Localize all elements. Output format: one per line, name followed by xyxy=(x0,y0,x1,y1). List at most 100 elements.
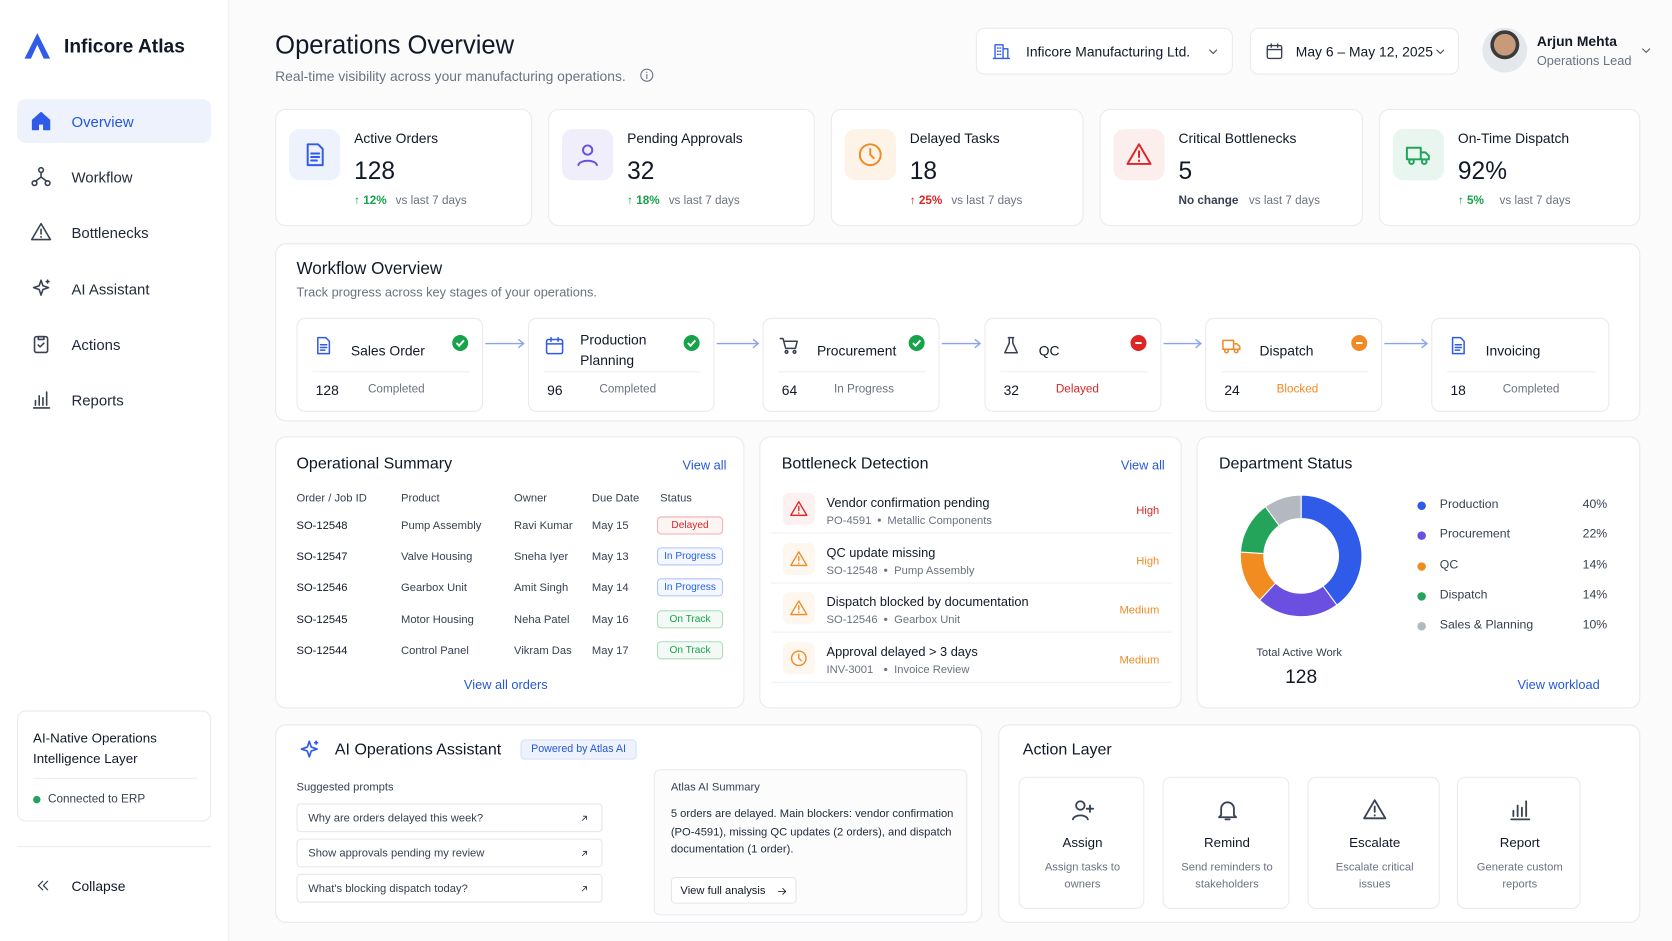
icon xyxy=(1126,143,1152,165)
status-text: Connected to ERP xyxy=(47,792,146,806)
icon xyxy=(1209,49,1218,54)
page-subtitle: Real-time visibility across your manufac… xyxy=(275,68,626,85)
icon-part xyxy=(1510,800,1531,821)
table-cell: SO-12546 xyxy=(296,581,348,595)
kpi-note: vs last 7 days xyxy=(951,194,1023,207)
nav-item[interactable]: AI Assistant xyxy=(17,266,211,310)
icon-part xyxy=(912,339,922,348)
workflow-stage[interactable]: Invoicing 18 Completed xyxy=(1431,317,1610,412)
stage-status: Completed xyxy=(599,383,657,396)
icon-part xyxy=(300,740,318,758)
company-selector[interactable]: Inficore Manufacturing Ltd. xyxy=(975,27,1233,75)
divider xyxy=(1447,371,1596,373)
total-label: Total Active Work xyxy=(1256,646,1343,660)
kpi-label: Delayed Tasks xyxy=(909,130,1000,147)
stage-status: Blocked xyxy=(1276,383,1319,396)
prompt-button[interactable]: Show approvals pending my review xyxy=(296,838,603,868)
bottleneck-item[interactable]: Approval delayed > 3 days INV-3001 Invoice… xyxy=(771,633,1173,683)
action-title: Remind xyxy=(1204,835,1250,851)
view-all-link[interactable]: View all xyxy=(682,457,727,473)
icon-part xyxy=(790,600,808,616)
kpi-icon xyxy=(1113,129,1165,181)
severity: Medium xyxy=(1119,603,1160,617)
icon xyxy=(300,740,319,758)
workflow-stage[interactable]: Dispatch 24 Blocked xyxy=(1205,317,1383,412)
ai-badge: Powered by Atlas AI xyxy=(520,739,637,760)
icon xyxy=(1510,800,1531,821)
icon-part xyxy=(858,143,882,167)
ai-summary: Atlas AI Summary 5 orders are delayed. Ma… xyxy=(653,769,968,916)
icon xyxy=(31,111,51,131)
icon-part xyxy=(582,144,594,156)
nav-item[interactable]: Workflow xyxy=(17,155,211,199)
column-header: Due Date xyxy=(591,491,640,505)
legend-value: 40% xyxy=(1582,498,1608,512)
nav-label: Bottlenecks xyxy=(71,224,149,242)
icon-part xyxy=(581,886,588,892)
bottleneck-item[interactable]: QC update missing SO-12548 Pump Assembly Hi… xyxy=(771,534,1173,584)
icon xyxy=(545,336,564,355)
stage-count: 128 xyxy=(315,381,339,398)
stage-status: Delayed xyxy=(1055,383,1099,396)
view-workload-link[interactable]: View workload xyxy=(1517,677,1600,693)
icon-part xyxy=(1223,348,1230,354)
kpi-note: vs last 7 days xyxy=(1248,194,1320,207)
action-card[interactable]: Report Generate custom reports xyxy=(1456,776,1581,909)
action-desc: Generate custom reports xyxy=(1476,860,1563,891)
icon-part xyxy=(30,223,52,241)
donut-chart xyxy=(1239,494,1363,618)
prompt-button[interactable]: What's blocking dispatch today? xyxy=(296,873,603,903)
summary-text: 5 orders are delayed. Main blockers: ven… xyxy=(670,807,954,856)
icon xyxy=(581,850,588,857)
prompt-button[interactable]: Why are orders delayed this week? xyxy=(296,803,603,833)
status-badge xyxy=(1130,335,1147,352)
icon xyxy=(858,143,882,167)
icon-part xyxy=(1071,804,1095,821)
action-card[interactable]: Escalate Escalate critical issues xyxy=(1307,776,1440,909)
icon-part xyxy=(455,339,465,348)
bottleneck-id: SO-12546 xyxy=(826,613,878,627)
analysis-button[interactable]: View full analysis xyxy=(670,876,797,904)
action-panel: Action Layer Assign Assign tasks to owners… xyxy=(998,724,1641,923)
icon xyxy=(1363,799,1387,820)
icon xyxy=(32,278,50,296)
nav-label: Reports xyxy=(71,391,124,409)
table-cell: Motor Housing xyxy=(401,613,474,626)
user-avatar xyxy=(1482,27,1528,73)
workflow-stage[interactable]: Procurement 64 In Progress xyxy=(762,317,940,412)
icon xyxy=(581,815,588,821)
icon-part xyxy=(37,335,45,348)
separator-dot xyxy=(877,518,882,522)
icon-part xyxy=(1266,44,1283,60)
view-all-orders-link[interactable]: View all orders xyxy=(463,677,548,693)
workflow-stage[interactable]: Production Planning 96 Completed xyxy=(527,317,715,412)
stage-status: Completed xyxy=(1502,383,1560,396)
nav-item[interactable]: Actions xyxy=(17,322,211,366)
date-range-selector[interactable]: May 6 – May 12, 2025 xyxy=(1249,27,1459,75)
assistant-panel: AI Operations Assistant Powered by Atlas … xyxy=(275,724,983,923)
icon-part xyxy=(581,850,588,857)
flow-arrow xyxy=(1384,338,1429,349)
action-card[interactable]: Assign Assign tasks to owners xyxy=(1018,776,1145,909)
nav-label: Actions xyxy=(71,335,121,353)
bottleneck-item[interactable]: Vendor confirmation pending PO-4591 Metall… xyxy=(771,484,1173,534)
collapse-button[interactable]: Collapse xyxy=(17,870,211,902)
brand: Inficore Atlas xyxy=(63,35,185,57)
icon-part xyxy=(1163,338,1202,349)
date-range: May 6 – May 12, 2025 xyxy=(1295,43,1433,60)
nav-item[interactable]: Bottlenecks xyxy=(17,211,211,255)
kpi-value: 128 xyxy=(354,156,396,185)
icon xyxy=(1266,43,1283,60)
icon xyxy=(1217,801,1237,821)
nav-item[interactable]: Reports xyxy=(17,378,211,422)
view-all-link[interactable]: View all xyxy=(1120,457,1165,473)
status-pill: On Track xyxy=(656,609,724,628)
workflow-stage[interactable]: Sales Order 128 Completed xyxy=(296,317,484,412)
panel-title: Workflow Overview xyxy=(296,260,443,279)
action-card[interactable]: Remind Send reminders to stakeholders xyxy=(1162,776,1290,909)
icon-part xyxy=(716,338,760,349)
nav-item[interactable]: Overview xyxy=(17,99,212,143)
bottleneck-item[interactable]: Dispatch blocked by documentation SO-1254… xyxy=(771,584,1173,633)
workflow-stage[interactable]: QC 32 Delayed xyxy=(984,317,1162,412)
nav-label: Overview xyxy=(71,113,134,131)
